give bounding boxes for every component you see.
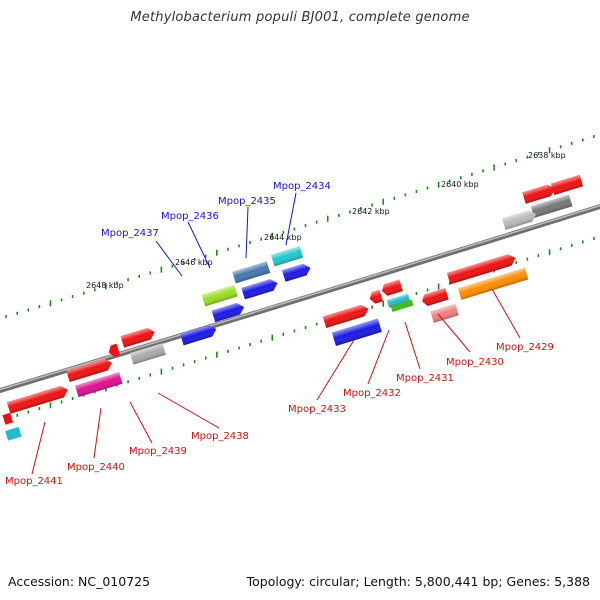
accession-label: Accession: NC_010725 — [8, 574, 151, 589]
gene-arrow[interactable] — [232, 261, 271, 284]
gene-arrow[interactable] — [201, 284, 238, 307]
gene-arrow[interactable] — [180, 323, 218, 346]
genome-backbone — [0, 203, 600, 394]
gene-arrow[interactable] — [457, 267, 529, 300]
gene-arrow[interactable] — [420, 288, 449, 307]
gene-label-mpop-2441[interactable]: Mpop_2441 — [5, 476, 63, 487]
gene-label-mpop-2439[interactable]: Mpop_2439 — [129, 446, 187, 457]
gene-label-mpop-2429[interactable]: Mpop_2429 — [496, 342, 554, 353]
gene-arrow[interactable] — [107, 343, 121, 358]
gene-arrow[interactable] — [530, 194, 573, 218]
gene-arrow[interactable] — [430, 303, 459, 323]
gene-arrow[interactable] — [386, 293, 411, 308]
gene-label-mpop-2440[interactable]: Mpop_2440 — [67, 462, 125, 473]
gene-arrow[interactable] — [241, 277, 279, 300]
leader-lines-bottom — [31, 288, 521, 475]
gene-arrow[interactable] — [380, 279, 403, 297]
gene-arrow[interactable] — [5, 426, 22, 441]
gene-label-mpop-2431[interactable]: Mpop_2431 — [396, 373, 454, 384]
gene-arrow[interactable] — [501, 208, 538, 230]
gene-label-mpop-2435[interactable]: Mpop_2435 — [218, 196, 276, 207]
gene-label-mpop-2437[interactable]: Mpop_2437 — [101, 228, 159, 239]
gene-arrow[interactable] — [270, 246, 304, 267]
gene-arrow[interactable] — [66, 357, 113, 383]
gene-label-mpop-2432[interactable]: Mpop_2432 — [343, 388, 401, 399]
kbp-label-2638: 2638 kbp — [528, 151, 566, 160]
topology-label: Topology: circular; Length: 5,800,441 bp… — [246, 574, 590, 589]
gene-arrow[interactable] — [446, 252, 517, 285]
gene-label-mpop-2433[interactable]: Mpop_2433 — [288, 404, 346, 415]
gene-arrow[interactable] — [331, 318, 382, 346]
gene-label-mpop-2434[interactable]: Mpop_2434 — [273, 181, 331, 192]
map-title: Methylobacterium populi BJ001, complete … — [130, 10, 470, 25]
kbp-label-2640: 2640 kbp — [441, 180, 479, 189]
tick-row-top — [5, 134, 595, 319]
gene-label-mpop-2438[interactable]: Mpop_2438 — [191, 431, 249, 442]
gene-arrow[interactable] — [281, 262, 312, 282]
gene-label-mpop-2430[interactable]: Mpop_2430 — [446, 357, 504, 368]
gene-arrow[interactable] — [390, 299, 414, 312]
kbp-label-2648: 2648 kbp — [86, 281, 124, 290]
gene-arrow[interactable] — [120, 326, 157, 348]
gene-arrow[interactable] — [550, 174, 584, 196]
kbp-label-2646: 2646 kbp — [175, 258, 213, 267]
gene-arrow[interactable] — [2, 412, 14, 425]
gene-arrow[interactable] — [522, 182, 558, 204]
gene-arrow[interactable] — [129, 343, 166, 365]
gene-arrow[interactable] — [211, 301, 246, 323]
gene-arrow[interactable] — [368, 289, 383, 305]
leader-lines-top — [155, 192, 297, 277]
kbp-label-2642: 2642 kbp — [352, 207, 390, 216]
gene-label-mpop-2436[interactable]: Mpop_2436 — [161, 211, 219, 222]
gene-arrow[interactable] — [74, 372, 123, 398]
kbp-label-2644: 2644 kbp — [264, 233, 302, 242]
gene-arrow[interactable] — [322, 303, 370, 329]
gene-arrow[interactable] — [6, 384, 70, 414]
